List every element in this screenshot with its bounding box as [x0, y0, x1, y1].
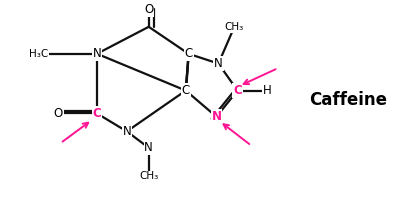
Text: H₃C: H₃C [29, 49, 48, 59]
Text: O: O [144, 3, 153, 16]
Text: N: N [122, 125, 131, 138]
Text: C: C [233, 84, 242, 97]
Text: CH₃: CH₃ [139, 171, 158, 181]
Text: H: H [263, 84, 272, 97]
Text: N: N [211, 110, 221, 123]
Text: N: N [93, 47, 101, 60]
Text: Caffeine: Caffeine [309, 91, 387, 109]
Text: C: C [93, 107, 101, 120]
Text: CH₃: CH₃ [225, 22, 244, 32]
Text: N: N [144, 141, 153, 154]
Text: C: C [184, 47, 192, 60]
Text: N: N [214, 57, 223, 70]
Text: O: O [54, 107, 63, 120]
Text: C: C [182, 84, 190, 97]
